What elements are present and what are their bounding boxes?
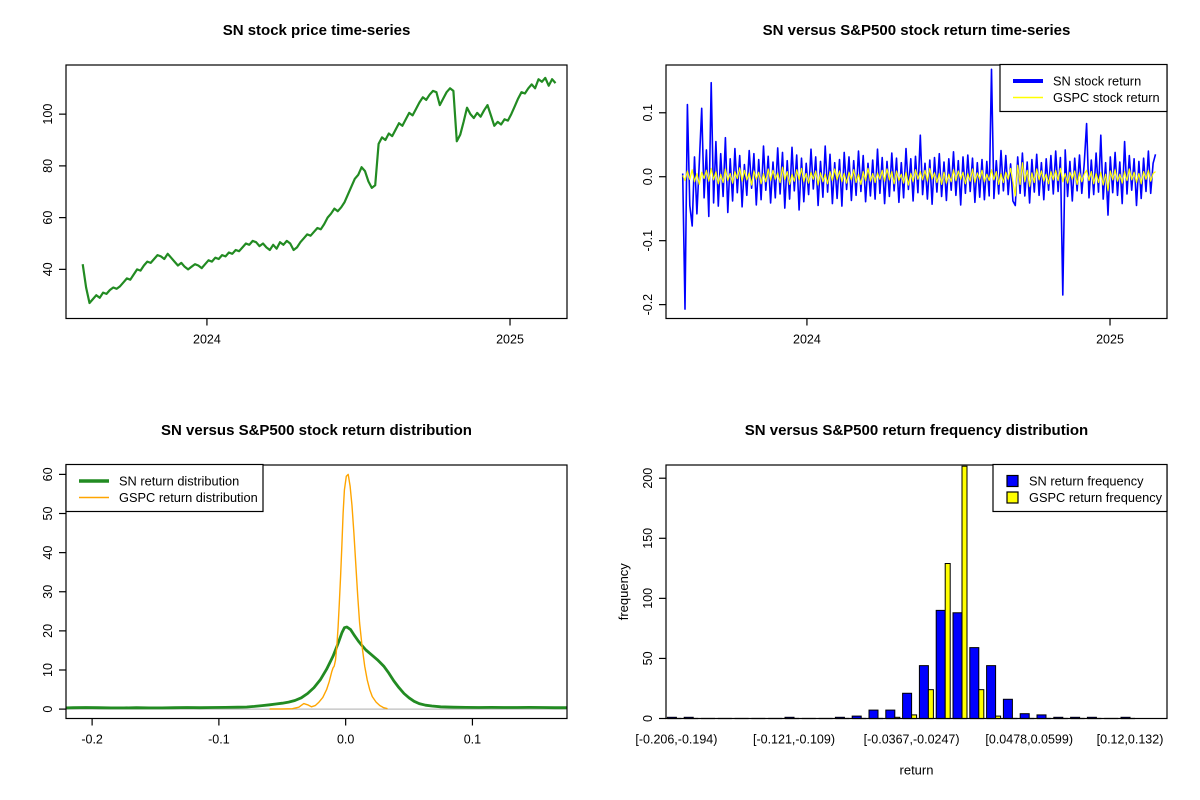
y-tick-label: 0.0 — [641, 168, 655, 185]
chart-title: SN versus S&P500 stock return time-serie… — [762, 22, 1071, 39]
series-gspc-return-density — [269, 473, 388, 710]
bar-sn — [902, 692, 913, 719]
legend-box — [65, 463, 264, 513]
x-tick-label: -0.2 — [81, 733, 103, 747]
returns-chart: 2024 2025 -0.2 -0.1 0.0 0.1 SN stock returnGSP… — [641, 63, 1168, 347]
y-tick-label: 60 — [41, 211, 55, 225]
series-sn-close-price — [81, 76, 557, 305]
legend-swatch-box — [1006, 474, 1019, 488]
bar-gspc — [961, 465, 968, 720]
x-tick-label: -0.1 — [208, 733, 230, 747]
y-tick-label: 10 — [41, 663, 55, 677]
y-tick-label: 60 — [41, 467, 55, 481]
series-sn-stock-return — [681, 68, 1157, 310]
series-sn-return-density — [66, 625, 567, 710]
bar-sn — [1002, 698, 1013, 720]
histogram-chart: [-0.206,-0.194) [-0.121,-0.109) [-0.0367,-… — [616, 463, 1168, 778]
y-tick-label: 200 — [641, 468, 655, 489]
bar-gspc — [927, 689, 934, 719]
legend-label: GSPC return distribution — [119, 490, 258, 505]
y-tick-label: 100 — [41, 104, 55, 125]
y-tick-label: 0 — [41, 706, 55, 713]
bar-gspc — [978, 689, 985, 719]
y-tick-label: 50 — [41, 507, 55, 521]
bar-gspc — [944, 563, 951, 719]
legend-box — [999, 63, 1168, 113]
legend-label: SN return frequency — [1029, 474, 1144, 489]
y-tick-label: 150 — [641, 528, 655, 549]
y-tick-label: 80 — [41, 159, 55, 173]
plot-frame — [65, 64, 568, 320]
bar-sn — [952, 612, 963, 720]
bar-sn — [918, 665, 929, 720]
y-tick-label: 20 — [41, 624, 55, 638]
bar-sn — [868, 709, 879, 720]
x-tick-label: 2025 — [1096, 333, 1124, 347]
panel-density: SN versus S&P500 stock return distributi… — [0, 400, 600, 800]
plot-frame — [665, 464, 1168, 720]
panel-price: SN stock price time-series 2024 2025 40 60 8… — [0, 0, 600, 400]
x-axis-label: return — [900, 763, 934, 778]
bin-label: [0.0478,0.0599) — [985, 733, 1073, 747]
legend-label: SN stock return — [1053, 74, 1141, 89]
x-tick-label: 2025 — [496, 333, 524, 347]
y-tick-label: 40 — [41, 546, 55, 560]
bar-sn — [885, 709, 896, 720]
plot-frame — [665, 64, 1168, 320]
legend-label: GSPC return frequency — [1029, 490, 1163, 505]
y-tick-label: 100 — [641, 588, 655, 609]
x-tick-label: 0.1 — [464, 733, 481, 747]
bin-label: [-0.0367,-0.0247) — [864, 733, 960, 747]
legend-label: GSPC stock return — [1053, 90, 1160, 105]
bar-sn — [986, 665, 997, 720]
chart-title: SN versus S&P500 stock return distributi… — [161, 422, 472, 439]
legend-label: SN return distribution — [119, 474, 239, 489]
chart-title: SN versus S&P500 return frequency distri… — [744, 422, 1089, 439]
y-tick-label: -0.2 — [641, 294, 655, 316]
y-tick-label: -0.1 — [641, 230, 655, 252]
bin-label: [-0.121,-0.109) — [753, 733, 835, 747]
y-tick-label: 40 — [41, 262, 55, 276]
price-chart: 2024 2025 40 60 80 100 — [41, 64, 568, 347]
bar-sn — [1019, 713, 1030, 719]
y-axis-label: frequency — [616, 563, 631, 621]
y-tick-label: 0 — [641, 715, 655, 722]
y-tick-label: 0.1 — [641, 104, 655, 121]
x-tick-label: 0.0 — [337, 733, 354, 747]
y-tick-label: 30 — [41, 585, 55, 599]
y-tick-label: 50 — [641, 651, 655, 665]
bar-sn — [935, 609, 946, 719]
legend-swatch-box — [1006, 491, 1019, 504]
panel-histogram: SN versus S&P500 return frequency distri… — [600, 400, 1200, 800]
density-chart: -0.2 -0.1 0.0 0.1 0 10 20 30 40 50 60 SN return dis… — [41, 463, 568, 747]
bin-label: [-0.206,-0.194) — [635, 733, 717, 747]
x-tick-label: 2024 — [793, 333, 821, 347]
legend-box — [992, 463, 1168, 513]
chart-title: SN stock price time-series — [222, 22, 411, 39]
bar-sn — [969, 647, 980, 720]
bin-label: [0.12,0.132) — [1097, 733, 1164, 747]
series-gspc-stock-return — [682, 162, 1156, 197]
x-tick-label: 2024 — [193, 333, 221, 347]
panel-returns: SN versus S&P500 stock return time-serie… — [600, 0, 1200, 400]
